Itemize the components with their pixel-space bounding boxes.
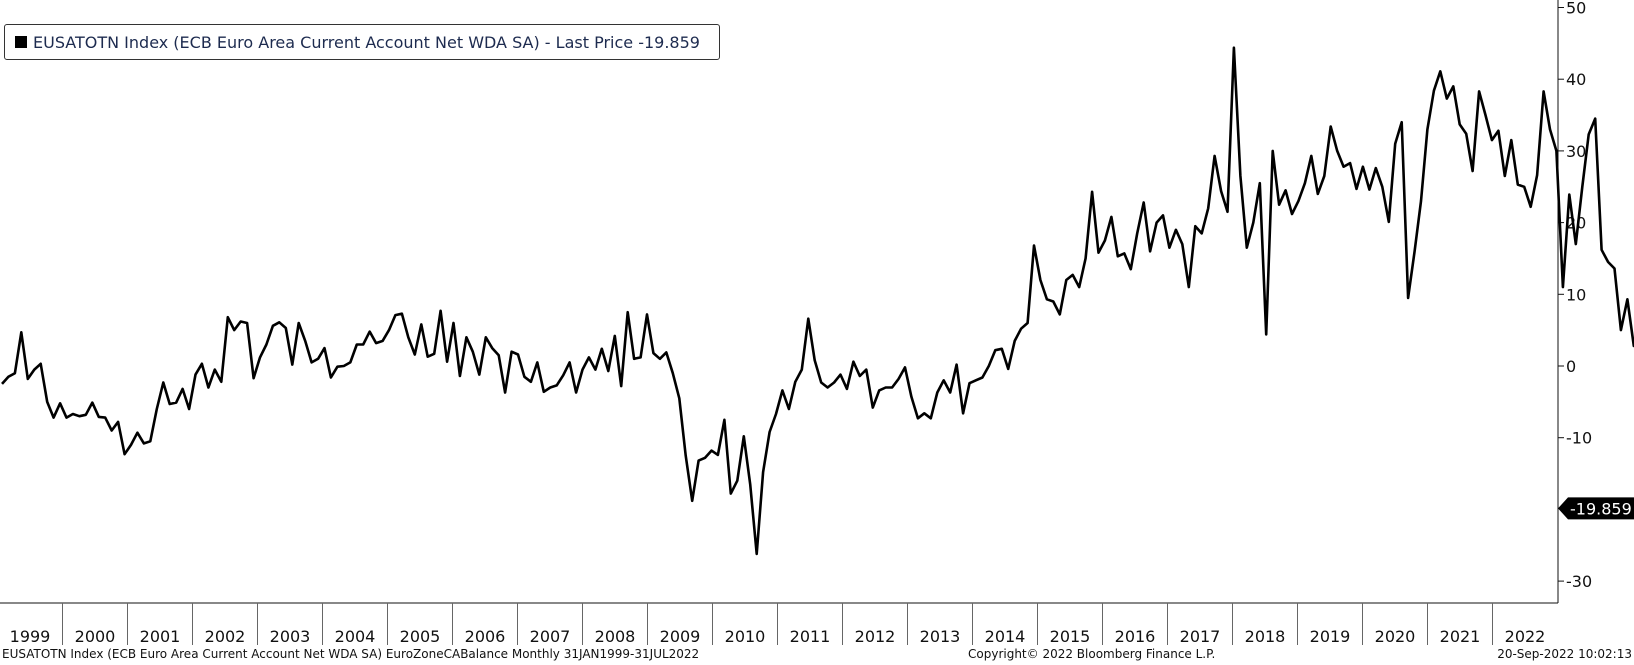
x-tick-label: 2008 <box>595 627 636 646</box>
footer-timestamp: 20-Sep-2022 10:02:13 <box>1497 647 1632 661</box>
x-tick-label: 2006 <box>465 627 506 646</box>
footer-series-info: EUSATOTN Index (ECB Euro Area Current Ac… <box>2 647 700 661</box>
last-price-badge: -19.859 <box>1558 497 1634 520</box>
x-axis: 1999 2000 2001 2002 2003 2004 2005 2006 2007 2008… <box>0 602 1558 646</box>
x-tick-label: 2002 <box>205 627 246 646</box>
y-tick-label: 10 <box>1566 285 1586 304</box>
x-tick-label: 2020 <box>1375 627 1416 646</box>
x-tick-label: 2017 <box>1180 627 1221 646</box>
footer-copyright: Copyright© 2022 Bloomberg Finance L.P. <box>968 647 1216 661</box>
x-tick-label: 2012 <box>855 627 896 646</box>
legend-swatch <box>15 36 27 48</box>
y-tick-label: 40 <box>1566 70 1586 89</box>
x-tick-label: 2014 <box>985 627 1026 646</box>
series-group <box>1 46 1634 556</box>
x-tick-label: 2022 <box>1505 627 1546 646</box>
y-tick-label: 30 <box>1566 142 1586 161</box>
x-tick-label: 2009 <box>660 627 701 646</box>
x-tick-label: 2004 <box>335 627 376 646</box>
last-price-label: -19.859 <box>1570 499 1632 518</box>
x-tick-label: 2011 <box>790 627 831 646</box>
y-tick-label: 20 <box>1566 214 1586 233</box>
y-tick-label: -10 <box>1566 429 1592 448</box>
y-tick-label: 0 <box>1566 357 1576 376</box>
legend: EUSATOTN Index (ECB Euro Area Current Ac… <box>4 24 720 60</box>
x-tick-label: 1999 <box>10 627 51 646</box>
x-tick-label: 2018 <box>1245 627 1286 646</box>
x-tick-label: 2019 <box>1310 627 1351 646</box>
x-tick-label: 2021 <box>1440 627 1481 646</box>
series-line <box>1 46 1634 556</box>
y-tick-label: -30 <box>1566 572 1592 591</box>
x-tick-label: 2001 <box>140 627 181 646</box>
x-tick-label: 2015 <box>1050 627 1091 646</box>
x-tick-label: 2016 <box>1115 627 1156 646</box>
x-tick-label: 2003 <box>270 627 311 646</box>
legend-label: EUSATOTN Index (ECB Euro Area Current Ac… <box>33 32 700 52</box>
y-tick-label: 50 <box>1566 0 1586 18</box>
x-tick-label: 2010 <box>725 627 766 646</box>
x-tick-label: 2007 <box>530 627 571 646</box>
y-axis: 50 40 30 20 10 0 -10 -30 <box>1557 0 1592 603</box>
last-price-badge-shape <box>1558 497 1634 520</box>
x-tick-label: 2013 <box>920 627 961 646</box>
x-tick-label: 2000 <box>75 627 116 646</box>
x-tick-label: 2005 <box>400 627 441 646</box>
